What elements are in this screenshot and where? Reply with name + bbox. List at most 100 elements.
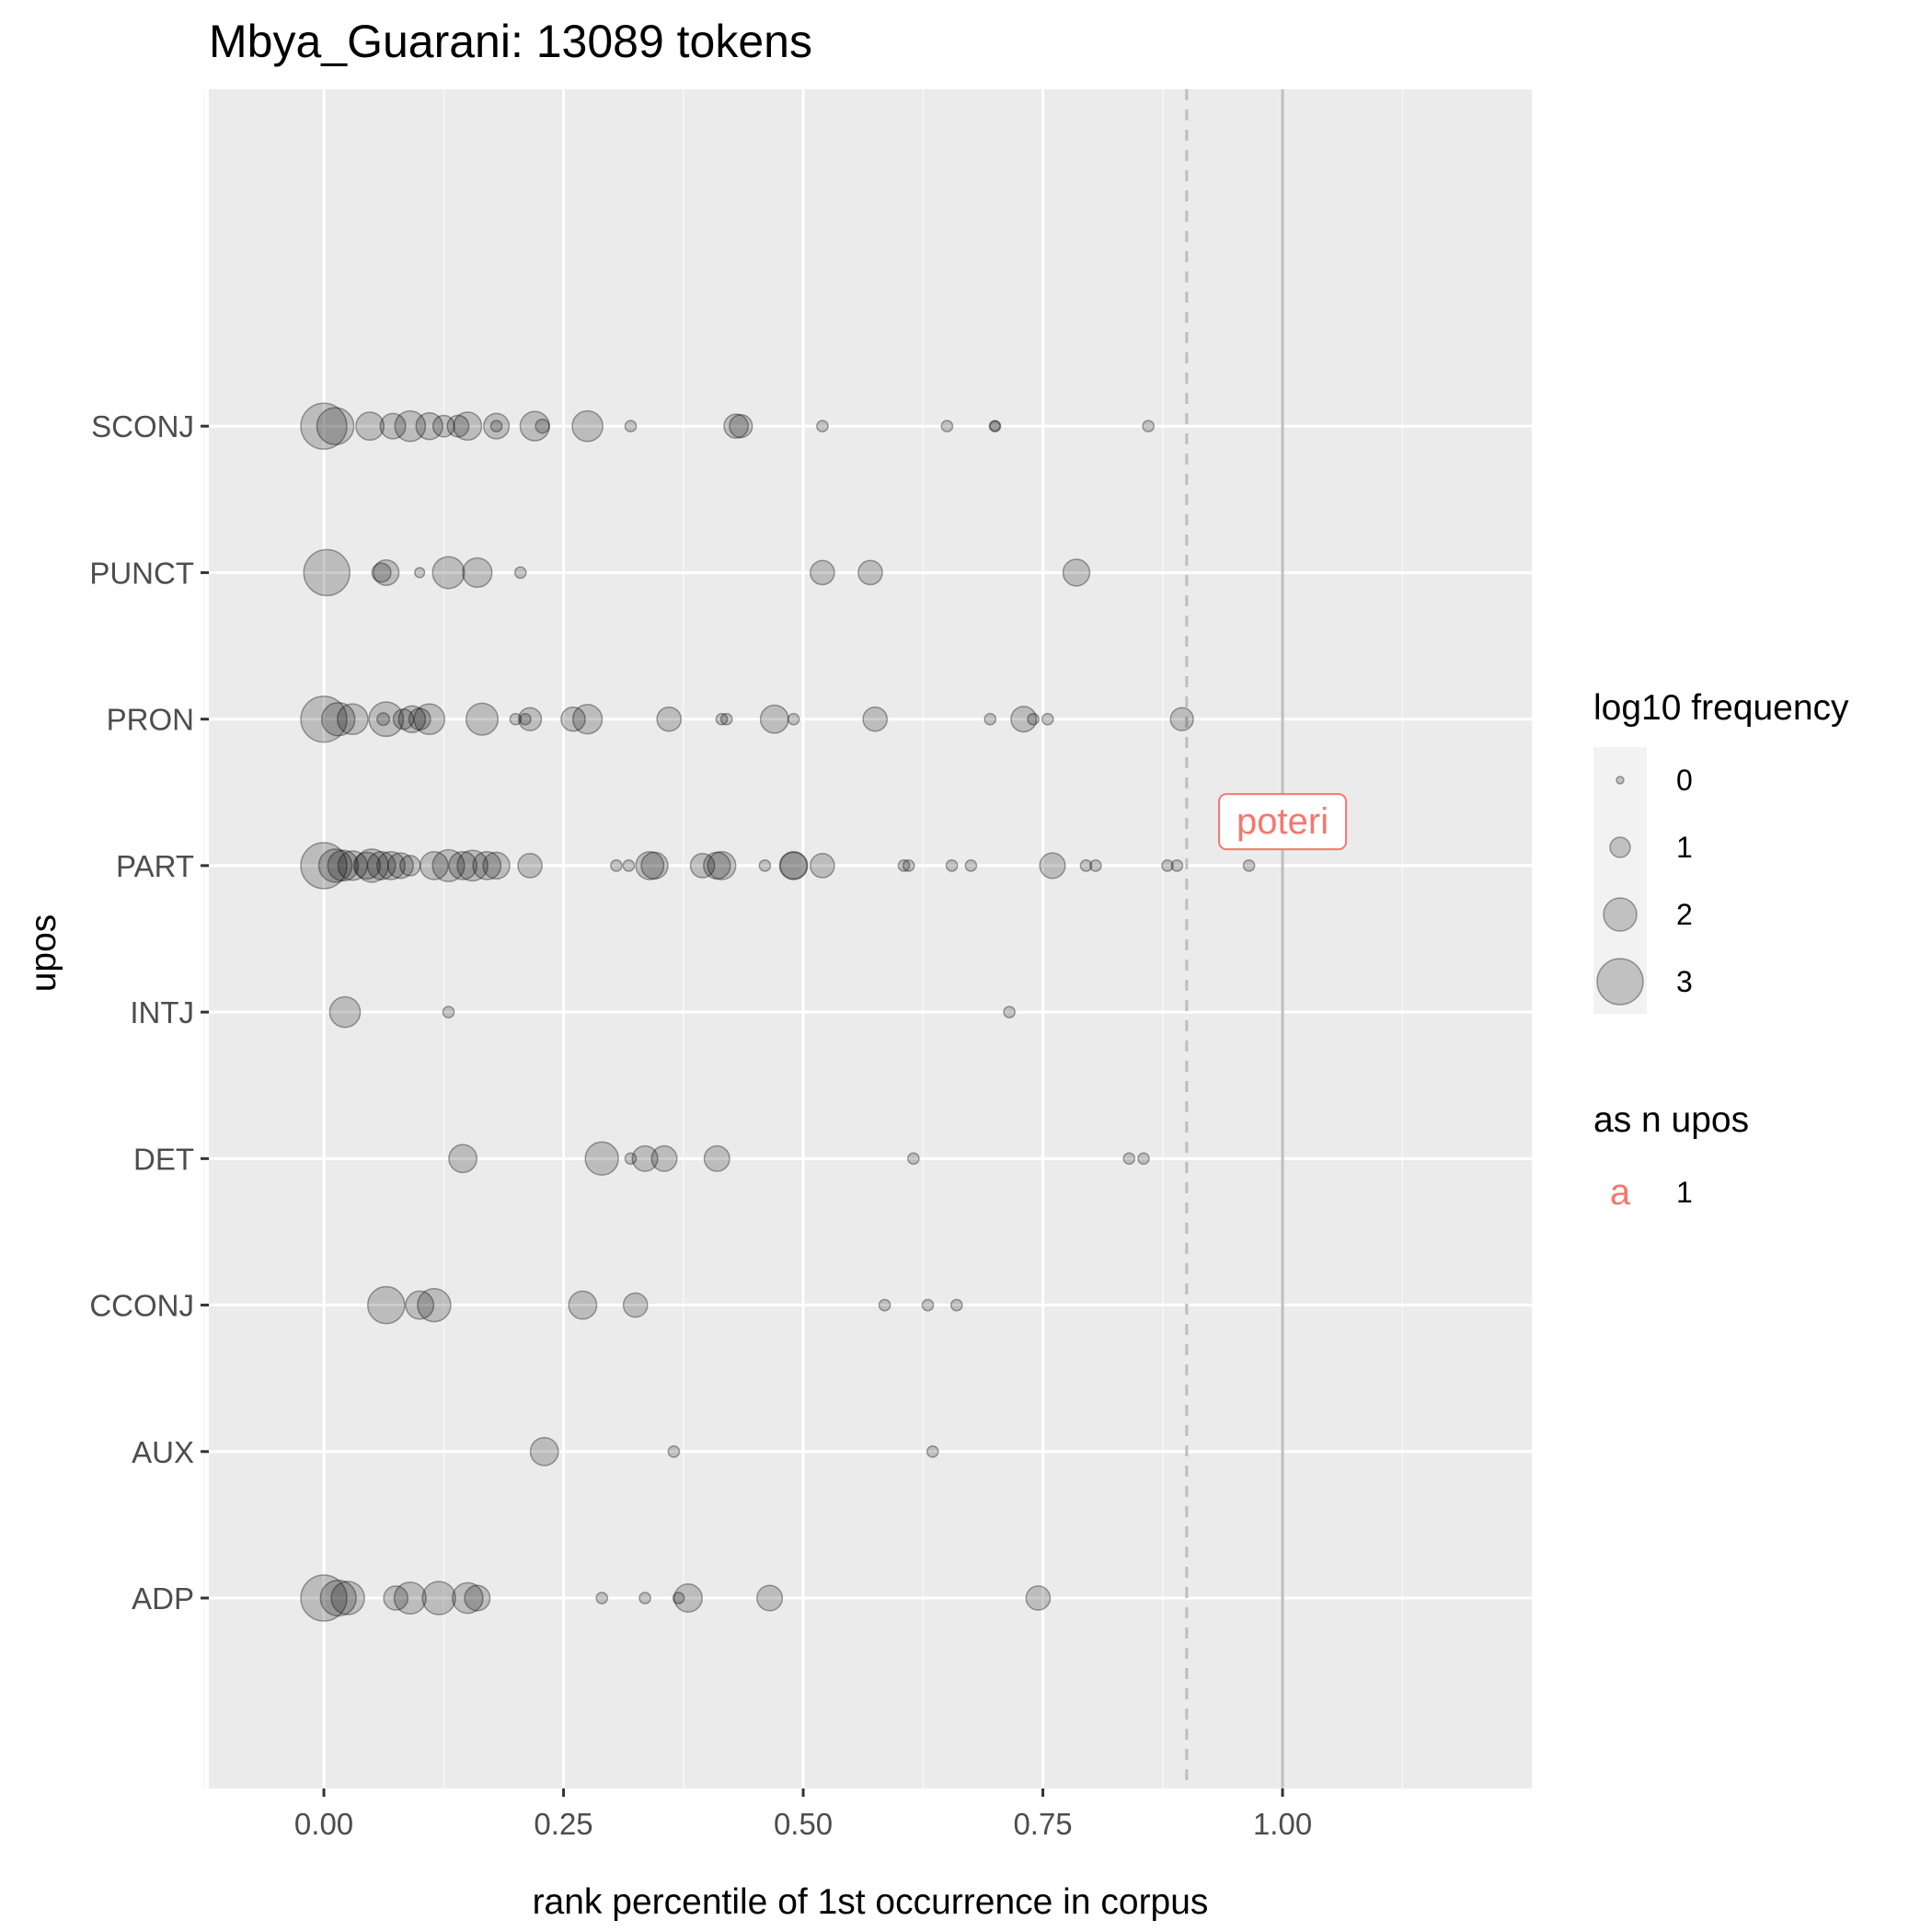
- data-point: [926, 1444, 939, 1458]
- data-point: [787, 712, 800, 726]
- data-point: [379, 412, 407, 440]
- y-tick-label: AUX: [132, 1435, 194, 1469]
- data-point: [316, 407, 355, 446]
- data-point: [355, 411, 385, 442]
- annotation-label: poteri: [1236, 801, 1328, 842]
- reference-lines: [1185, 89, 1284, 1788]
- data-point: [415, 411, 443, 441]
- data-point: [448, 850, 478, 880]
- data-point: [650, 1144, 678, 1172]
- data-point: [462, 557, 493, 589]
- data-point: [672, 1592, 685, 1604]
- legend-color-key: a: [1610, 1172, 1631, 1213]
- data-point: [417, 1287, 452, 1323]
- data-point: [421, 1581, 456, 1616]
- data-point: [759, 704, 789, 734]
- y-tick-label: INTJ: [130, 995, 194, 1029]
- annotations: poteri: [1218, 793, 1348, 851]
- x-tick-label: 0.50: [774, 1807, 833, 1841]
- data-point: [945, 859, 959, 872]
- data-point: [465, 702, 500, 736]
- data-point: [336, 703, 369, 736]
- data-point: [756, 1584, 784, 1612]
- data-point: [729, 414, 753, 439]
- data-point: [1161, 859, 1174, 872]
- data-point: [1039, 852, 1066, 880]
- axes: 0.00 0.25 0.50 0.75 1.00 ADP AUX CCONJ DET INTJ PA…: [89, 409, 1312, 1841]
- data-point: [983, 712, 997, 726]
- data-point: [405, 1290, 435, 1320]
- data-point: [408, 707, 431, 731]
- y-tick-label: SCONJ: [91, 409, 194, 443]
- data-point: [635, 850, 665, 880]
- y-tick-label: PART: [116, 849, 194, 883]
- legend-size-key: [1616, 776, 1625, 785]
- data-point: [758, 859, 772, 872]
- data-point: [907, 1152, 920, 1166]
- data-point: [719, 712, 733, 726]
- data-point: [328, 995, 362, 1029]
- data-point: [689, 853, 716, 879]
- data-point: [1169, 707, 1194, 731]
- data-point: [949, 1298, 963, 1312]
- data-point: [352, 851, 382, 880]
- data-point: [989, 420, 1001, 432]
- data-point: [513, 566, 527, 580]
- data-point: [383, 1585, 409, 1611]
- data-point: [1041, 712, 1054, 726]
- data-point: [1003, 1006, 1016, 1018]
- data-point: [330, 1581, 365, 1616]
- data-point: [399, 855, 421, 877]
- legend-color-title: as n upos: [1593, 1100, 1749, 1140]
- data-point: [320, 701, 356, 737]
- data-point: [816, 420, 829, 433]
- data-point: [624, 1152, 638, 1166]
- data-point: [1062, 558, 1091, 587]
- chart-title: Mbya_Guarani: 13089 tokens: [209, 16, 812, 67]
- data-point: [902, 859, 915, 872]
- data-point: [1025, 1585, 1052, 1611]
- data-point: [622, 1292, 649, 1318]
- data-point: [373, 558, 400, 586]
- data-point: [1010, 706, 1038, 733]
- data-point: [368, 701, 405, 738]
- data-point: [431, 556, 466, 590]
- data-point: [560, 706, 586, 732]
- x-tick-label: 0.75: [1013, 1807, 1072, 1841]
- data-point: [862, 706, 889, 732]
- data-point: [317, 848, 353, 883]
- data-point: [707, 850, 737, 880]
- data-point: [300, 402, 348, 450]
- data-point: [413, 703, 446, 736]
- data-point: [376, 850, 406, 880]
- data-point: [519, 712, 532, 726]
- data-point: [464, 1584, 491, 1612]
- x-tick-label: 0.25: [534, 1807, 592, 1841]
- data-point: [638, 1592, 651, 1604]
- x-tick-label: 1.00: [1253, 1807, 1312, 1841]
- data-point: [386, 852, 414, 880]
- data-point: [624, 420, 638, 433]
- data-point: [300, 695, 348, 743]
- data-point: [673, 1583, 703, 1613]
- plot-panel: [209, 89, 1532, 1788]
- data-point: [482, 851, 511, 880]
- data-point: [878, 1298, 891, 1312]
- data-point: [810, 853, 835, 879]
- y-tick-label: CCONJ: [89, 1289, 194, 1323]
- data-point: [394, 409, 427, 443]
- data-point: [393, 1581, 427, 1616]
- data-point: [448, 1144, 478, 1174]
- data-point: [529, 1436, 559, 1466]
- data-point: [517, 707, 543, 731]
- legend-size-key: [1596, 958, 1644, 1006]
- data-point: [940, 420, 954, 433]
- data-point: [631, 1144, 659, 1172]
- data-point: [778, 850, 809, 880]
- data-point: [703, 1144, 730, 1172]
- data-point: [414, 567, 426, 579]
- data-point: [1122, 1152, 1136, 1166]
- data-point: [300, 842, 348, 890]
